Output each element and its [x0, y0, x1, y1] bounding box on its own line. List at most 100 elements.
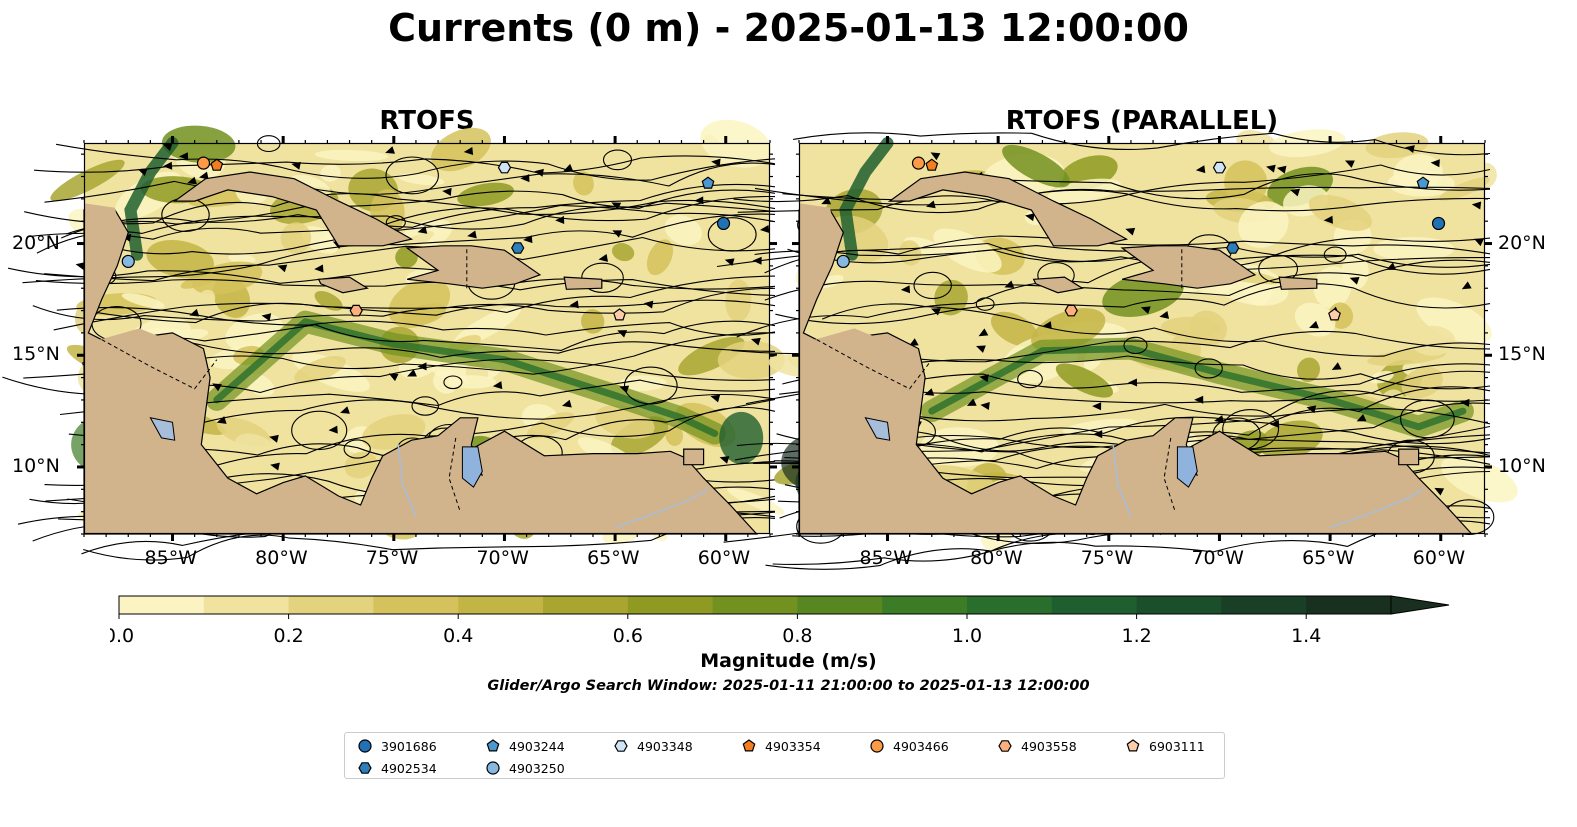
panel-title-rtofs-parallel: RTOFS (PARALLEL) — [1005, 106, 1279, 136]
legend-item: 4903348 — [613, 737, 693, 755]
legend-label: 4903348 — [637, 738, 693, 754]
lon-tick-label: 60°W — [1412, 547, 1466, 569]
land-hispaniola — [405, 245, 542, 289]
lon-tick-label: 65°W — [1302, 547, 1355, 569]
land-trinidad — [683, 448, 705, 466]
map-rtofs-parallel — [716, 129, 1518, 570]
land-puertorico — [1278, 276, 1318, 290]
legend-marker-circle-icon — [358, 739, 372, 753]
river-orinoco — [1329, 488, 1424, 529]
lon-tick-label: 85°W — [859, 547, 912, 569]
float-marker-3901686 — [716, 216, 731, 231]
float-marker-4903348 — [1212, 161, 1227, 174]
lake-nicaragua — [149, 417, 176, 441]
search-window-note: Glider/Argo Search Window: 2025-01-11 21… — [487, 678, 1090, 694]
float-markers — [836, 156, 1446, 321]
colorbar-segment — [1221, 596, 1307, 614]
colorbar-segment — [1306, 596, 1392, 614]
float-marker-4903244 — [1416, 176, 1430, 189]
legend-marker-hexagon-icon — [998, 740, 1012, 752]
legend-marker-circle-icon — [486, 761, 500, 775]
colorbar-segment — [119, 596, 205, 614]
colorbar-segment — [1136, 596, 1222, 614]
float-marker-4903558 — [1064, 304, 1078, 317]
float-marker-6903111 — [1328, 308, 1341, 321]
land-cuba — [172, 171, 414, 247]
colorbar-tick-label: 1.0 — [952, 625, 982, 647]
lon-tick-label: 70°W — [1191, 547, 1244, 569]
lon-tick-label: 80°W — [255, 547, 308, 569]
float-marker-4903250 — [836, 254, 850, 269]
lat-tick-label: 20°N — [12, 231, 60, 254]
land — [83, 171, 759, 535]
legend-label: 3901686 — [381, 738, 437, 754]
lat-tick-label: 10°N — [1498, 454, 1546, 477]
float-marker-4903250 — [121, 254, 135, 269]
colorbar-tick-label: 0.8 — [782, 625, 812, 647]
country-border — [1163, 437, 1176, 512]
colorbar-tick-label: 1.2 — [1121, 625, 1151, 647]
lon-tick-label: 60°W — [697, 547, 751, 569]
colorbar-extend-arrow — [1390, 595, 1450, 615]
lake-maracaibo — [1176, 446, 1198, 488]
land-hispaniola — [1120, 245, 1257, 289]
lon-tick-label: 65°W — [587, 547, 640, 569]
colorbar-tick-label: 0.6 — [613, 625, 643, 647]
lon-tick-label: 75°W — [365, 547, 419, 569]
colorbar-tick-label: 0.0 — [110, 625, 134, 647]
land-jamaica — [1032, 276, 1084, 294]
legend-label: 4903250 — [509, 760, 565, 776]
colorbar-segment — [712, 596, 798, 614]
streamline-arrows — [808, 145, 1484, 536]
country-border — [448, 437, 461, 512]
legend-marker-hexagon-icon — [358, 762, 372, 774]
land — [798, 171, 1474, 535]
legend-item: 3901686 — [357, 737, 437, 755]
colorbar-segment — [203, 596, 290, 614]
legend-label: 4903354 — [765, 738, 821, 754]
colorbar-segment — [797, 596, 883, 614]
land-jamaica — [317, 276, 369, 294]
colorbar-segment — [882, 596, 968, 614]
map-rtofs — [2, 119, 785, 561]
legend-item: 4903466 — [869, 737, 949, 755]
float-marker-6903111 — [613, 308, 626, 321]
legend-label: 4903558 — [1021, 738, 1077, 754]
land-trinidad — [1398, 448, 1420, 466]
float-marker-4903466 — [196, 156, 211, 170]
legend-marker-hexagon-icon — [614, 740, 628, 752]
lon-tick-label: 75°W — [1080, 547, 1134, 569]
colorbar-label: Magnitude (m/s) — [700, 650, 877, 672]
colorbar-segment — [288, 596, 374, 614]
land-puertorico — [563, 276, 603, 290]
float-marker-3901686 — [1431, 216, 1446, 231]
legend-marker-pentagon-icon — [742, 739, 756, 752]
lat-tick-label: 15°N — [1498, 343, 1546, 366]
colorbar-segment — [627, 596, 714, 614]
float-markers — [121, 156, 731, 321]
legend-label: 4903244 — [509, 738, 565, 754]
float-marker-4903466 — [911, 156, 926, 170]
colorbar-segment — [543, 596, 629, 614]
legend-item: 4903250 — [485, 759, 565, 777]
float-legend: 3901686 4902534 4903244 4903250 4903348 49033… — [344, 732, 1225, 779]
legend-item: 4903244 — [485, 737, 565, 755]
float-marker-4903348 — [497, 161, 512, 174]
legend-label: 4902534 — [381, 760, 437, 776]
float-marker-4902534 — [1226, 242, 1240, 254]
figure-title: Currents (0 m) - 2025-01-13 12:00:00 — [388, 6, 1189, 50]
land-cuba — [887, 171, 1129, 247]
colorbar: 0.0 0.2 0.4 0.6 0.8 1.0 1.2 1.4 — [110, 595, 1450, 647]
lake-maracaibo — [461, 446, 483, 488]
lat-tick-label: 20°N — [1498, 231, 1546, 254]
lakes — [149, 417, 483, 488]
float-marker-4903558 — [349, 304, 363, 317]
legend-marker-pentagon-icon — [1126, 739, 1140, 752]
country-border — [816, 339, 933, 390]
legend-item: 6903111 — [1125, 737, 1205, 755]
colorbar-segment — [967, 596, 1053, 614]
float-marker-4902534 — [511, 242, 525, 254]
lon-tick-label: 80°W — [970, 547, 1023, 569]
colorbar-tick-label: 1.4 — [1291, 625, 1321, 647]
colorbar-segment — [373, 596, 459, 614]
